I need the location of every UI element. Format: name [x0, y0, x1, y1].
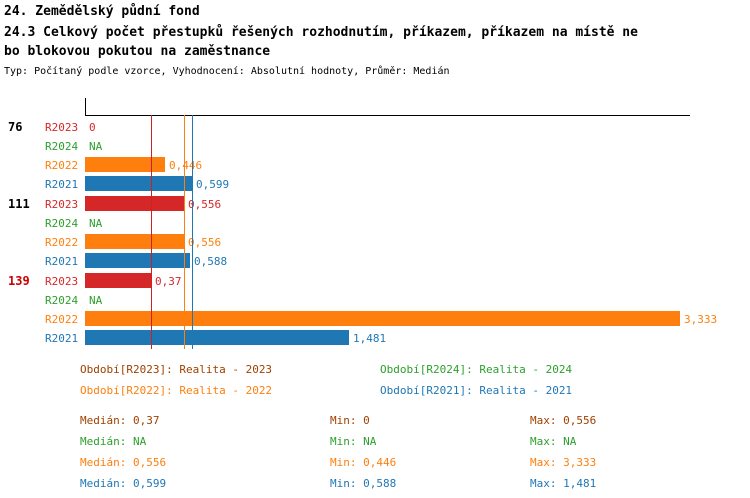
legend-entry-value: Realita - 2021 — [479, 384, 573, 397]
bar — [85, 273, 151, 288]
bar — [85, 330, 349, 345]
group-label: 111 — [8, 197, 30, 211]
series-label: R2023 — [45, 275, 79, 288]
group-label: 76 — [8, 120, 23, 134]
bar-value-label: 0,556 — [188, 198, 222, 211]
bar — [85, 176, 192, 191]
chart-subtitle-line1: 24.3 Celkový počet přestupků řešených ro… — [4, 25, 638, 40]
series-label: R2023 — [45, 198, 79, 211]
bar-value-label: 0,588 — [194, 255, 228, 268]
bar-value-label: 0,556 — [188, 236, 222, 249]
bar-value-label: 3,333 — [684, 313, 718, 326]
stat-cell: Max: 1,481 — [530, 477, 597, 490]
series-label: R2021 — [45, 332, 79, 345]
stat-cell: Min: 0,588 — [330, 477, 397, 490]
bar-value-label: 0,599 — [196, 178, 230, 191]
bar — [85, 234, 184, 249]
chart-subtitle-line2: bo blokovou pokutou na zaměstnance — [4, 44, 271, 59]
series-label: R2022 — [45, 159, 79, 172]
stat-cell: Min: 0 — [330, 414, 370, 427]
legend-entry: Období[R2023]: Realita - 2023 — [80, 363, 272, 377]
legend-entry-value: Realita - 2024 — [479, 363, 573, 376]
bar — [85, 311, 680, 326]
bar — [85, 253, 190, 268]
chart-title: 24. Zemědělský půdní fond — [4, 4, 200, 19]
series-label: R2021 — [45, 178, 79, 191]
stat-cell: Medián: 0,556 — [80, 456, 167, 469]
bar-value-label: NA — [89, 140, 103, 153]
series-label: R2021 — [45, 255, 79, 268]
series-label: R2023 — [45, 121, 79, 134]
median-line — [184, 115, 185, 349]
legend-entry-label: Období[R2021]: — [380, 384, 480, 397]
x-axis-zero-tick — [85, 98, 86, 115]
bar-value-label: NA — [89, 217, 103, 230]
legend-entry-value: Realita - 2022 — [179, 384, 273, 397]
legend-entry: Období[R2021]: Realita - 2021 — [380, 384, 572, 398]
stat-cell: Max: 3,333 — [530, 456, 597, 469]
series-label: R2024 — [45, 217, 79, 230]
stat-cell: Medián: 0,599 — [80, 477, 167, 490]
stat-cell: Min: NA — [330, 435, 377, 448]
bar-value-label: 0 — [89, 121, 96, 134]
bar — [85, 196, 184, 211]
stat-cell: Min: 0,446 — [330, 456, 397, 469]
group-label: 139 — [8, 274, 30, 288]
bar-value-label: 0,37 — [155, 275, 182, 288]
legend-entry-label: Období[R2024]: — [380, 363, 480, 376]
legend-entry-value: Realita - 2023 — [179, 363, 273, 376]
bar — [85, 157, 165, 172]
series-label: R2022 — [45, 236, 79, 249]
series-label: R2024 — [45, 294, 79, 307]
stat-cell: Max: NA — [530, 435, 577, 448]
stat-cell: Medián: 0,37 — [80, 414, 160, 427]
legend-entry: Období[R2024]: Realita - 2024 — [380, 363, 572, 377]
stat-cell: Medián: NA — [80, 435, 147, 448]
x-axis-line — [85, 115, 690, 116]
bar-value-label: 0,446 — [169, 159, 203, 172]
chart-meta: Typ: Počítaný podle vzorce, Vyhodnocení:… — [4, 66, 450, 77]
legend-entry-label: Období[R2022]: — [80, 384, 180, 397]
series-label: R2022 — [45, 313, 79, 326]
legend-entry: Období[R2022]: Realita - 2022 — [80, 384, 272, 398]
median-line — [151, 115, 152, 349]
bar-value-label: NA — [89, 294, 103, 307]
legend-entry-label: Období[R2023]: — [80, 363, 180, 376]
bar-value-label: 1,481 — [353, 332, 387, 345]
stat-cell: Max: 0,556 — [530, 414, 597, 427]
median-line — [192, 115, 193, 349]
series-label: R2024 — [45, 140, 79, 153]
